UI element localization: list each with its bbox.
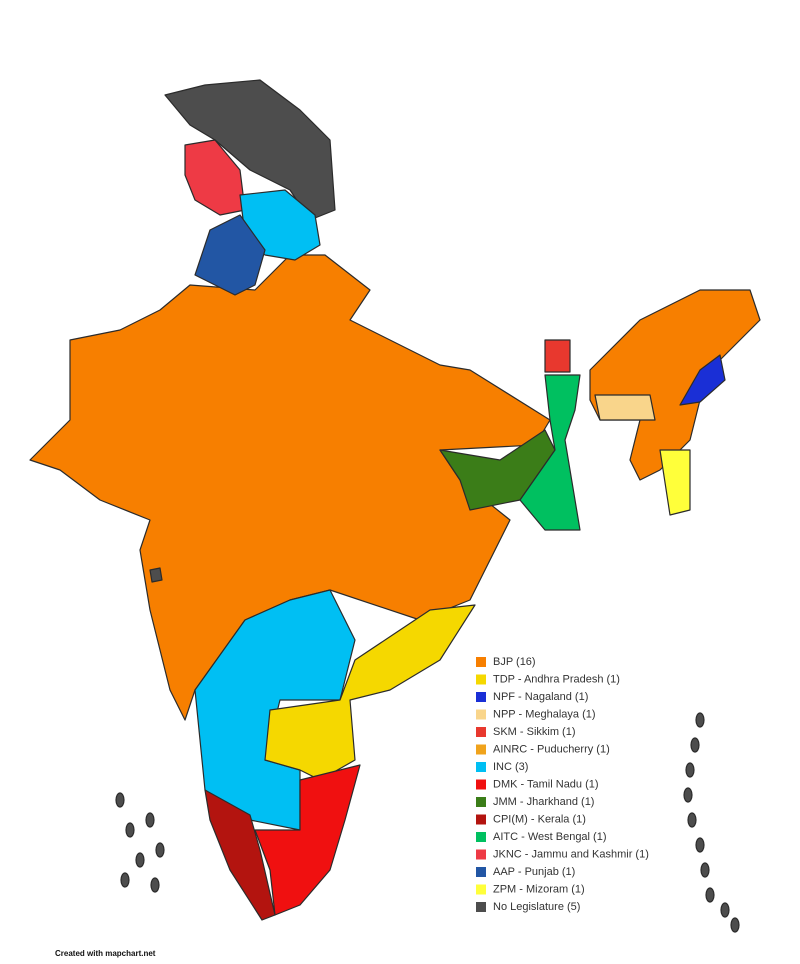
island: [695, 837, 705, 853]
island: [115, 792, 125, 808]
legend-swatch: [476, 797, 486, 807]
legend-label: JMM - Jharkhand (1): [493, 796, 594, 808]
region: [204, 789, 276, 921]
legend-label: TDP - Andhra Pradesh (1): [493, 673, 620, 685]
legend-swatch: [476, 902, 486, 912]
legend-label: AINRC - Puducherry (1): [493, 743, 610, 755]
region: [519, 374, 581, 531]
island: [120, 872, 130, 888]
legend-label: JKNC - Jammu and Kashmir (1): [493, 848, 649, 860]
island: [685, 762, 695, 778]
region: [544, 339, 571, 373]
legend-label: INC (3): [493, 761, 528, 773]
legend-swatch: [476, 849, 486, 860]
legend-label: NPF - Nagaland (1): [493, 691, 588, 703]
island: [683, 787, 693, 803]
legend-label: ZPM - Mizoram (1): [493, 883, 585, 895]
region: [594, 394, 656, 421]
island: [720, 902, 730, 918]
legend-swatch: [476, 814, 486, 825]
legend-swatch: [476, 709, 486, 720]
island: [690, 737, 700, 753]
region: [149, 567, 163, 583]
legend-swatch: [476, 779, 486, 790]
island: [730, 917, 740, 933]
island: [155, 842, 165, 858]
legend-label: No Legislature (5): [493, 901, 580, 913]
island: [145, 812, 155, 828]
legend-label: BJP (16): [493, 656, 536, 668]
island: [150, 877, 160, 893]
legend-label: NPP - Meghalaya (1): [493, 708, 596, 720]
legend-swatch: [476, 867, 486, 877]
region: [184, 139, 246, 216]
legend-label: AAP - Punjab (1): [493, 866, 575, 878]
legend-swatch: [476, 832, 486, 842]
legend-swatch: [476, 692, 486, 702]
region: [659, 449, 691, 516]
region: [194, 214, 266, 296]
island: [695, 712, 705, 728]
island: [687, 812, 697, 828]
region: [254, 764, 361, 916]
legend-label: SKM - Sikkim (1): [493, 726, 576, 738]
island: [135, 852, 145, 868]
legend-swatch: [476, 884, 486, 895]
region: [164, 79, 336, 221]
legend-label: CPI(M) - Kerala (1): [493, 813, 586, 825]
credit: Created with mapchart.net: [55, 949, 156, 958]
legend-swatch: [476, 657, 486, 667]
legend-swatch: [476, 727, 486, 737]
island: [705, 887, 715, 903]
island: [700, 862, 710, 878]
region: [679, 354, 726, 406]
island: [125, 822, 135, 838]
legend-label: AITC - West Bengal (1): [493, 831, 607, 843]
legend-label: DMK - Tamil Nadu (1): [493, 778, 599, 790]
legend-swatch: [476, 744, 486, 755]
legend-swatch: [476, 674, 486, 685]
legend-swatch: [476, 762, 486, 772]
